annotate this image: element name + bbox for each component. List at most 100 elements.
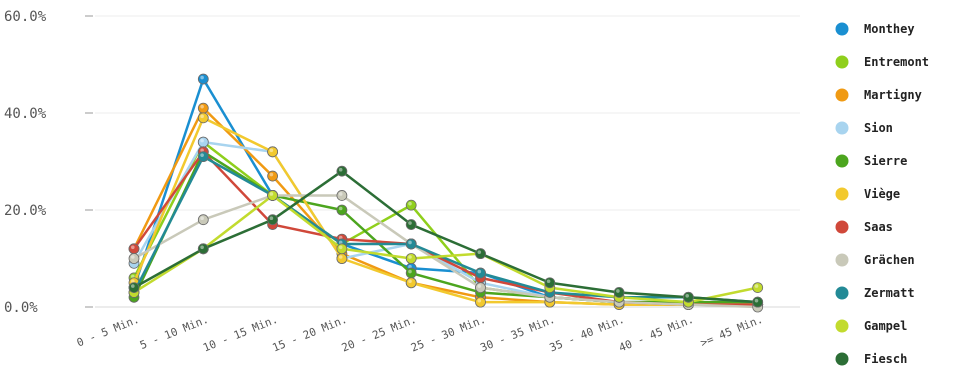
- data-point-highlight: [338, 206, 343, 211]
- data-point-highlight: [477, 298, 482, 303]
- data-point-highlight: [200, 138, 204, 143]
- data-point-highlight: [408, 201, 412, 206]
- series-line: [132, 150, 759, 304]
- data-point[interactable]: [336, 204, 348, 216]
- data-point[interactable]: [405, 253, 417, 264]
- data-point[interactable]: [267, 170, 279, 182]
- data-point[interactable]: [336, 165, 348, 177]
- y-tick-label: 0.0%: [4, 300, 38, 316]
- legend-label: Monthey: [864, 22, 915, 36]
- series-line: [132, 106, 759, 306]
- legend-item-sion[interactable]: Sion: [835, 121, 893, 135]
- x-tick-label: 15 - 20 Min.: [270, 313, 349, 355]
- data-point-highlight: [269, 148, 274, 153]
- data-point[interactable]: [613, 287, 625, 298]
- data-point[interactable]: [336, 253, 348, 264]
- data-point[interactable]: [475, 296, 486, 308]
- legend-marker: [835, 286, 849, 300]
- x-tick-label: 30 - 35 Min.: [478, 313, 557, 355]
- legend-item-sierre[interactable]: Sierre: [835, 154, 908, 168]
- data-point[interactable]: [405, 219, 417, 230]
- data-point[interactable]: [267, 146, 279, 158]
- data-point[interactable]: [128, 253, 140, 264]
- data-point-highlight: [200, 245, 204, 250]
- legend-item-martigny[interactable]: Martigny: [835, 88, 922, 102]
- x-tick-label: 35 - 40 Min.: [548, 313, 627, 355]
- legend-item-vi-ge[interactable]: Viège: [835, 187, 901, 201]
- series-line: [132, 194, 759, 304]
- data-point-highlight: [408, 240, 412, 245]
- gridlines: [85, 15, 800, 308]
- legend-item-fiesch[interactable]: Fiesch: [835, 352, 908, 366]
- series-fiesch: [128, 165, 764, 308]
- legend-item-zermatt[interactable]: Zermatt: [835, 286, 915, 300]
- data-point-highlight: [338, 192, 343, 196]
- legend-marker: [835, 319, 849, 333]
- data-point[interactable]: [405, 267, 417, 279]
- legend-label: Entremont: [864, 55, 929, 69]
- legend-item-gampel[interactable]: Gampel: [835, 319, 908, 333]
- legend-item-entremont[interactable]: Entremont: [835, 55, 930, 69]
- data-point[interactable]: [475, 282, 486, 294]
- data-point[interactable]: [752, 296, 764, 308]
- legend-label: Gampel: [864, 319, 907, 333]
- legend-label: Viège: [864, 187, 900, 201]
- legend-label: Grächen: [864, 253, 915, 267]
- data-point[interactable]: [128, 282, 140, 294]
- data-point[interactable]: [128, 243, 140, 255]
- legend-label: Zermatt: [864, 286, 915, 300]
- series-line: [132, 194, 759, 309]
- data-point[interactable]: [405, 199, 417, 211]
- data-point[interactable]: [197, 243, 209, 255]
- data-point-highlight: [269, 172, 274, 177]
- x-tick-label: 25 - 30 Min.: [409, 313, 488, 355]
- legend-label: Martigny: [864, 88, 922, 102]
- x-tick-label: >= 45 Min.: [699, 313, 765, 350]
- data-point[interactable]: [475, 248, 486, 260]
- data-point[interactable]: [197, 112, 209, 124]
- data-point-highlight: [546, 279, 551, 284]
- data-point-highlight: [685, 294, 689, 298]
- data-point[interactable]: [267, 214, 279, 226]
- data-point[interactable]: [752, 282, 764, 294]
- data-point[interactable]: [197, 151, 209, 163]
- data-point-highlight: [131, 279, 135, 284]
- legend-marker: [835, 121, 849, 135]
- legend-item-gr-chen[interactable]: Grächen: [835, 253, 915, 267]
- data-point[interactable]: [475, 267, 486, 279]
- data-point-highlight: [408, 221, 412, 225]
- data-point[interactable]: [267, 190, 279, 201]
- data-point-highlight: [200, 216, 204, 220]
- data-point[interactable]: [405, 277, 417, 289]
- data-point[interactable]: [197, 136, 209, 148]
- x-tick-label: 20 - 25 Min.: [340, 313, 419, 355]
- legend-item-monthey[interactable]: Monthey: [835, 22, 915, 36]
- data-point[interactable]: [544, 277, 556, 289]
- data-point-highlight: [131, 284, 135, 288]
- series-martigny: [128, 102, 764, 310]
- data-point[interactable]: [405, 238, 417, 250]
- data-point[interactable]: [197, 102, 209, 114]
- data-point-highlight: [131, 274, 135, 279]
- data-point-highlight: [408, 269, 412, 274]
- data-point-highlight: [616, 289, 620, 293]
- data-point[interactable]: [336, 190, 348, 201]
- data-point-highlight: [338, 245, 343, 250]
- legend-marker: [835, 154, 849, 168]
- legend-marker: [835, 220, 849, 234]
- legend-marker: [835, 55, 849, 69]
- legend-marker: [835, 187, 849, 201]
- y-axis-ticks: 0.0% 20.0% 40.0% 60.0%: [4, 9, 47, 316]
- data-point[interactable]: [197, 73, 209, 85]
- data-point-highlight: [477, 250, 482, 254]
- data-point[interactable]: [197, 214, 209, 226]
- data-point-highlight: [408, 279, 412, 284]
- data-point[interactable]: [336, 243, 348, 255]
- legend-label: Fiesch: [864, 352, 907, 366]
- data-point-highlight: [477, 269, 482, 274]
- data-point-highlight: [754, 284, 759, 288]
- legend-item-saas[interactable]: Saas: [835, 220, 893, 234]
- y-tick-label: 20.0%: [4, 203, 47, 219]
- data-point[interactable]: [683, 291, 694, 303]
